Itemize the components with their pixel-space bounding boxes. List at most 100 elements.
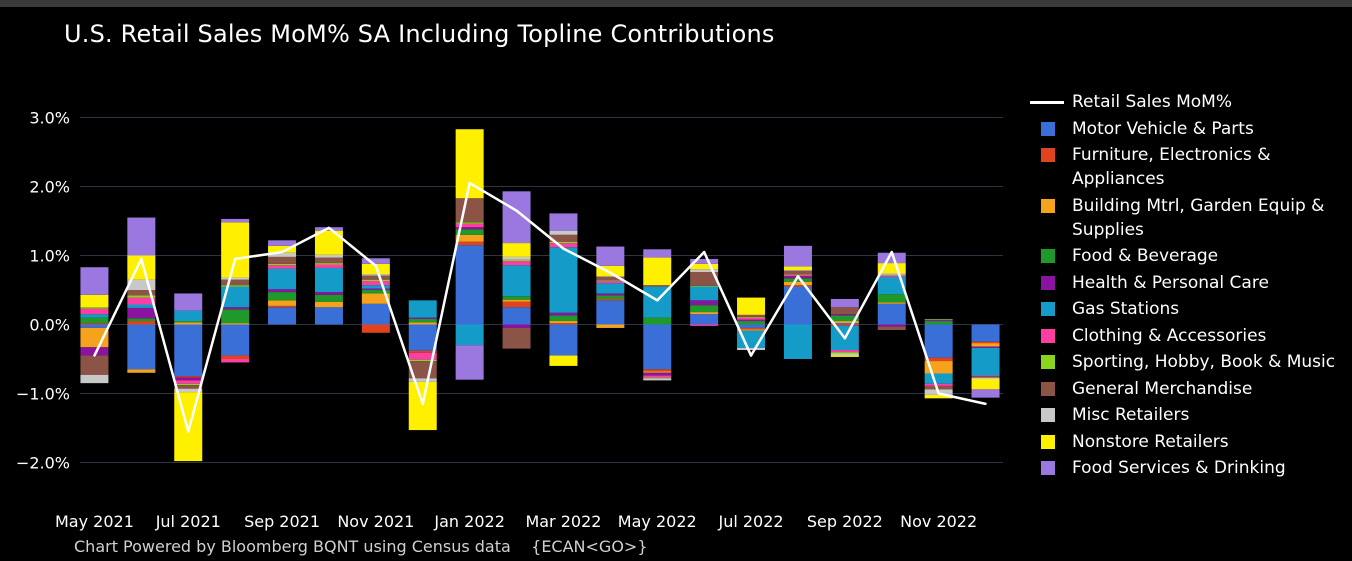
- legend-line-swatch: [1030, 101, 1064, 104]
- bar-segment: [174, 322, 203, 325]
- bar-segment: [643, 324, 672, 370]
- bar-segment: [268, 300, 297, 306]
- bar-segment: [408, 300, 437, 318]
- bar-segment: [361, 293, 390, 304]
- x-tick-label: Sep 2022: [807, 512, 883, 531]
- bar-segment: [502, 243, 531, 257]
- bar-segment: [596, 295, 625, 299]
- bar-segment: [690, 312, 719, 315]
- bar-segment: [924, 357, 953, 362]
- bar-segment: [408, 322, 437, 325]
- y-axis: 3.0% 2.0% 1.0% 0.0% −1.0% −2.0%: [16, 109, 70, 473]
- bar-segment: [221, 222, 250, 278]
- bar-segment: [783, 266, 812, 270]
- bar-segment: [549, 312, 578, 316]
- bar-segment: [127, 279, 156, 290]
- bar-segment: [408, 359, 437, 362]
- legend-swatch: [1041, 121, 1055, 136]
- bar-segment: [127, 304, 156, 308]
- bar-segment: [127, 324, 156, 370]
- bar-segment: [783, 278, 812, 282]
- bar-segment: [221, 286, 250, 308]
- x-tick-label: May 2022: [618, 512, 697, 531]
- bar-segment: [783, 270, 812, 275]
- bar-segment: [502, 265, 531, 297]
- bar-segment: [361, 258, 390, 264]
- bar-segment: [783, 281, 812, 286]
- bar-segment: [502, 307, 531, 325]
- legend-item: Nonstore Retailers: [1026, 430, 1352, 454]
- bar-segment: [174, 293, 203, 311]
- line-point: [280, 250, 284, 254]
- legend-label: Sporting, Hobby, Book & Music: [1072, 352, 1336, 372]
- bar-segment: [127, 297, 156, 305]
- legend-item: Building Mtrl, Garden Equip & Supplies: [1026, 194, 1352, 242]
- bar-segment: [737, 316, 766, 318]
- bar-segment: [268, 245, 297, 253]
- y-tick-label: 0.0%: [29, 316, 70, 335]
- bar-segment: [924, 385, 953, 390]
- bar-segment: [971, 324, 1000, 342]
- bar-segment: [408, 352, 437, 360]
- legend-item: Gas Stations: [1026, 297, 1352, 321]
- bar-segment: [643, 369, 672, 372]
- bar-segment: [971, 341, 1000, 344]
- bar-segment: [830, 321, 859, 324]
- bar-segment: [80, 307, 109, 309]
- bar-segment: [127, 290, 156, 296]
- bar-segment: [455, 223, 484, 228]
- legend-item: Retail Sales MoM%: [1026, 90, 1352, 114]
- line-point: [140, 257, 143, 261]
- bar-segment: [221, 279, 250, 286]
- legend-swatch: [1041, 302, 1055, 316]
- bar-segment: [596, 324, 625, 328]
- legend-item: Motor Vehicle & Parts: [1026, 117, 1352, 141]
- bar-segment: [643, 377, 672, 379]
- legend-label: Furniture, Electronics & Appliances: [1072, 145, 1271, 189]
- bar-segment: [971, 376, 1000, 378]
- retail-sales-line: [93, 181, 986, 433]
- bar-segment: [361, 279, 390, 282]
- bar-segment: [268, 307, 297, 325]
- bar-segment: [361, 275, 390, 280]
- bar-segment: [877, 273, 906, 275]
- bar-segment: [408, 317, 437, 319]
- bar-segment: [314, 267, 343, 293]
- bar-segment: [174, 310, 203, 322]
- bar-segment: [455, 222, 484, 224]
- bar-segment: [549, 323, 578, 325]
- bar-segment: [737, 327, 766, 330]
- bar-segment: [971, 389, 1000, 398]
- bar-segment: [924, 373, 953, 384]
- y-tick-label: −1.0%: [16, 385, 70, 404]
- bar-segment: [783, 269, 812, 271]
- legend-swatch: [1041, 148, 1055, 162]
- bar-segment: [361, 274, 390, 276]
- line-point: [187, 430, 190, 433]
- legend-item: Sporting, Hobby, Book & Music: [1026, 350, 1352, 374]
- bar-segment: [924, 324, 953, 358]
- bar-segment: [408, 378, 437, 382]
- bar-segment: [549, 230, 578, 235]
- bars-layer: [80, 129, 1000, 462]
- legend-swatch: [1041, 355, 1055, 369]
- line-point: [843, 337, 847, 340]
- legend-swatch: [1041, 434, 1055, 449]
- bar-segment: [737, 321, 766, 325]
- bar-segment: [690, 272, 719, 286]
- bar-segment: [314, 263, 343, 265]
- bar-segment: [643, 372, 672, 376]
- bar-segment: [314, 257, 343, 264]
- bar-segment: [830, 314, 859, 316]
- bar-segment: [549, 234, 578, 242]
- legend-swatch: [1041, 408, 1055, 422]
- bar-segment: [268, 252, 297, 257]
- bar-segment: [596, 280, 625, 282]
- legend-swatch: [1041, 461, 1055, 475]
- legend-swatch: [1041, 198, 1055, 213]
- x-tick-label: Nov 2022: [900, 512, 977, 531]
- bar-segment: [221, 277, 250, 280]
- bar-segment: [268, 268, 297, 290]
- bar-segment: [877, 324, 906, 327]
- legend: Retail Sales MoM% Motor Vehicle & Parts Fu…: [1026, 90, 1352, 483]
